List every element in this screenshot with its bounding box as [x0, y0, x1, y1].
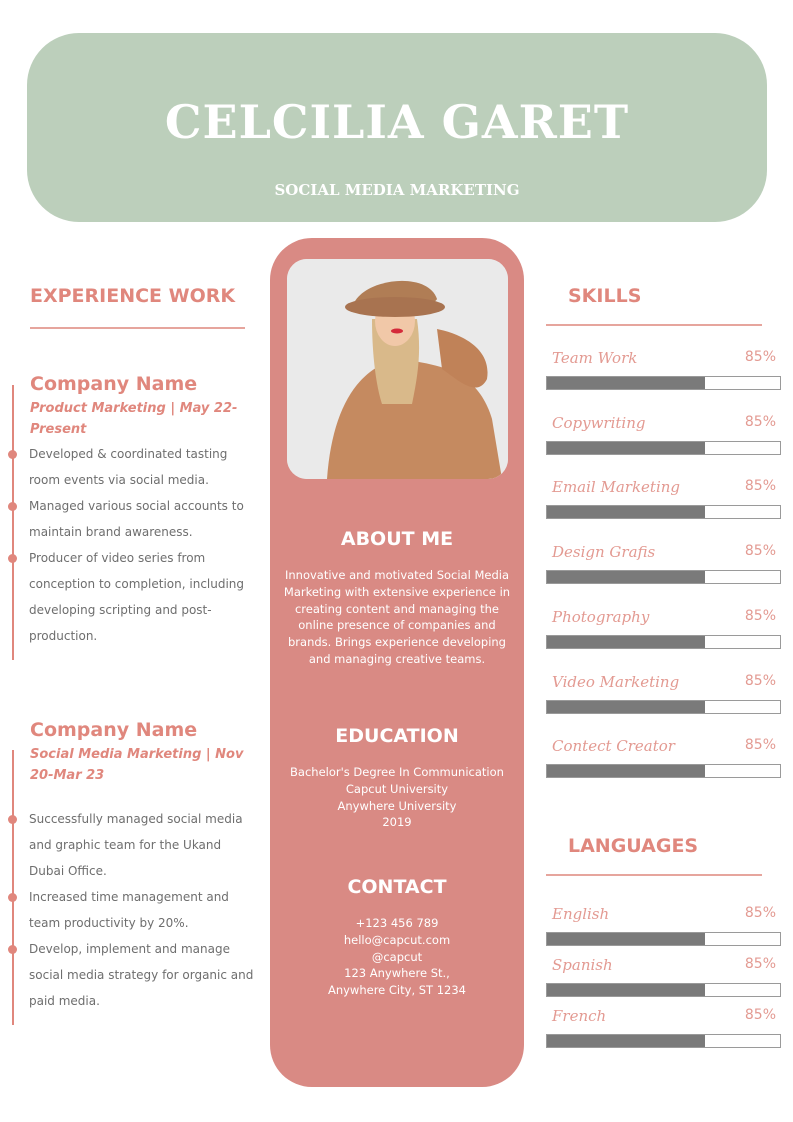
timeline-line	[12, 385, 14, 660]
divider	[30, 327, 245, 329]
languages-percent: 85%	[744, 1007, 776, 1023]
skills-label: Contect Creator	[552, 737, 675, 756]
education-lines: Bachelor's Degree In Communication Capcu…	[280, 764, 514, 831]
skills-heading: SKILLS	[568, 285, 642, 307]
company-name: Company Name	[30, 719, 198, 741]
education-school: Anywhere University	[337, 798, 457, 813]
education-heading: EDUCATION	[335, 725, 459, 747]
skills-bar	[546, 634, 781, 649]
skills-bar	[546, 440, 781, 455]
skills-label: Team Work	[552, 349, 638, 367]
education-degree: Bachelor's Degree In Communication	[290, 765, 504, 779]
skills-label: Video Marketing	[552, 672, 680, 691]
about-heading: ABOUT ME	[340, 528, 454, 550]
skills-bar-fill	[547, 441, 706, 454]
bullet-dot	[8, 945, 17, 954]
skills-bar	[546, 699, 781, 714]
skills-percent: 85%	[744, 543, 776, 560]
skills-bar	[546, 570, 781, 585]
skills-bar-fill	[547, 700, 706, 713]
skills-bar-fill	[547, 765, 706, 778]
languages-percent: 85%	[744, 956, 776, 972]
contact-address: 123 Anywhere St.,	[344, 966, 450, 981]
languages-label: Spanish	[552, 956, 613, 974]
skills-percent: 85%	[744, 672, 776, 689]
languages-bar	[546, 932, 781, 946]
job-bullet: Developed & coordinated tasting room eve…	[29, 447, 228, 487]
contact-phone: +123 456 789	[355, 916, 439, 930]
job-bullet: Increased time management and team produ…	[29, 890, 229, 930]
skills-bar	[546, 505, 781, 520]
job-bullet: Producer of video series from conception…	[29, 551, 245, 643]
bullet-dot	[8, 502, 17, 511]
profile-photo	[287, 259, 508, 479]
job-bullet: Develop, implement and manage social med…	[29, 942, 254, 1008]
bullet-dot	[8, 815, 17, 824]
bullet-dot	[8, 450, 17, 459]
header-banner: CELCILIA GARET SOCIAL MEDIA MARKETING	[27, 33, 767, 222]
job-subtitle: Social Media Marketing | Nov 20-Mar 23	[30, 747, 244, 783]
skills-bar	[546, 764, 781, 779]
contact-handle: @capcut	[371, 949, 423, 964]
languages-heading: LANGUAGES	[568, 835, 699, 857]
languages-label: French	[552, 1007, 607, 1025]
skills-percent: 85%	[744, 478, 776, 495]
languages-bar-fill	[547, 933, 706, 945]
languages-bar-fill	[547, 1035, 706, 1047]
job-bullet: Managed various social accounts to maint…	[29, 499, 244, 539]
job-subtitle: Product Marketing | May 22-Present	[30, 401, 238, 437]
languages-percent: 85%	[744, 905, 776, 921]
divider	[546, 324, 762, 326]
company-name: Company Name	[30, 373, 198, 395]
timeline-line	[12, 750, 14, 1025]
skills-label: Copywriting	[552, 413, 646, 432]
contact-email: hello@capcut.com	[343, 932, 451, 947]
languages-bar	[546, 1034, 781, 1048]
contact-heading: CONTACT	[347, 876, 447, 898]
experience-heading: EXPERIENCE WORK	[30, 285, 236, 307]
skills-percent: 85%	[744, 737, 776, 754]
skills-label: Email Marketing	[552, 478, 681, 497]
skills-percent: 85%	[744, 607, 776, 624]
languages-bar-fill	[547, 984, 706, 996]
skills-bar-fill	[547, 635, 706, 648]
skills-bar-fill	[547, 377, 706, 389]
skills-label: Photography	[552, 607, 650, 626]
education-year: 2019	[382, 815, 412, 830]
about-text: Innovative and motivated Social Media Ma…	[283, 568, 511, 666]
skills-percent: 85%	[744, 349, 776, 365]
contact-address: Anywhere City, ST 1234	[327, 983, 467, 998]
contact-lines: +123 456 789 hello@capcut.com @capcut 12…	[280, 915, 514, 999]
divider	[546, 874, 762, 876]
bullet-dot	[8, 893, 17, 902]
skills-bar-fill	[547, 571, 706, 584]
job-bullet: Successfully managed social media and gr…	[29, 812, 243, 878]
languages-bar	[546, 983, 781, 997]
candidate-role: SOCIAL MEDIA MARKETING	[274, 181, 520, 199]
skills-label: Design Grafis	[552, 543, 656, 562]
skills-percent: 85%	[744, 413, 776, 430]
candidate-name: CELCILIA GARET	[164, 95, 630, 149]
skills-bar-fill	[547, 506, 706, 519]
education-school: Capcut University	[345, 781, 449, 796]
skills-bar	[546, 376, 781, 390]
languages-label: English	[552, 905, 610, 923]
bullet-dot	[8, 554, 17, 563]
